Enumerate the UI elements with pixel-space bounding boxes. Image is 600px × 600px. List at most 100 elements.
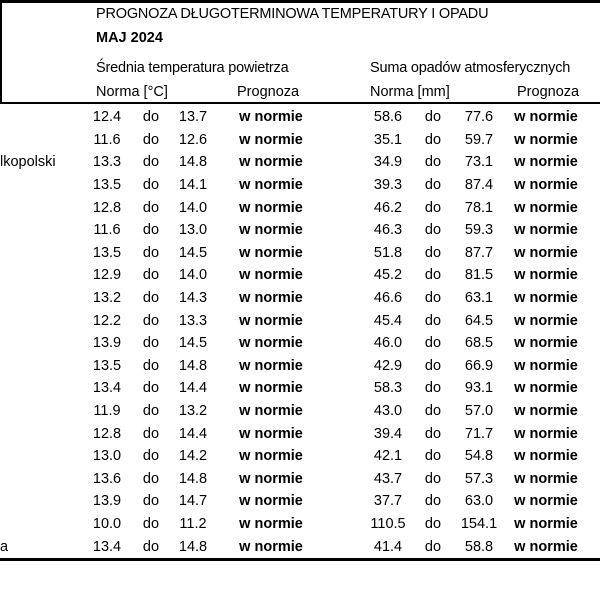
precip-norm-high-value: 68.5	[464, 334, 494, 351]
precip-range-word: do	[424, 402, 442, 419]
table-row: lkopolski 13.3 do 14.8 w normie 34.9 do …	[0, 151, 600, 174]
precip-range-word: do	[424, 222, 442, 239]
temp-forecast-value: w normie	[239, 425, 303, 442]
temp-range-word: do	[142, 109, 160, 126]
precip-norm-high-value: 81.5	[464, 267, 494, 284]
table-row: 13.9 do 14.5 w normie 46.0 do 68.5 w nor…	[0, 332, 600, 355]
precip-range-word: do	[424, 380, 442, 397]
table-row: 12.8 do 14.4 w normie 39.4 do 71.7 w nor…	[0, 422, 600, 445]
precip-norm-high-value: 57.3	[464, 470, 494, 487]
precip-forecast-value: w normie	[514, 357, 578, 374]
temp-range-word: do	[142, 402, 160, 419]
temp-norm-high-value: 13.7	[178, 109, 208, 126]
precip-range-word: do	[424, 334, 442, 351]
temp-norm-low-value: 13.2	[92, 289, 122, 306]
temp-range-word: do	[142, 447, 160, 464]
precip-norm-low-value: 41.4	[373, 538, 403, 555]
temp-norm-low-value: 13.3	[92, 154, 122, 171]
precip-range-word: do	[424, 199, 442, 216]
precip-norm-high-value: 71.7	[464, 425, 494, 442]
precip-norm-low-value: 34.9	[373, 154, 403, 171]
precip-norm-low-value: 46.3	[373, 222, 403, 239]
precip-range-word: do	[424, 357, 442, 374]
precip-range-word: do	[424, 312, 442, 329]
table-row: 13.5 do 14.8 w normie 42.9 do 66.9 w nor…	[0, 355, 600, 378]
temp-range-word: do	[142, 289, 160, 306]
temp-norm-low-value: 12.8	[92, 425, 122, 442]
precip-forecast-value: w normie	[514, 470, 578, 487]
precip-range-word: do	[424, 131, 442, 148]
temp-range-word: do	[142, 538, 160, 555]
precip-forecast-value: w normie	[514, 244, 578, 261]
temp-range-word: do	[142, 267, 160, 284]
precip-norm-low-value: 58.3	[373, 380, 403, 397]
temp-range-word: do	[142, 425, 160, 442]
temp-norm-high-value: 14.1	[178, 176, 208, 193]
precip-range-word: do	[424, 154, 442, 171]
table-row: 13.5 do 14.5 w normie 51.8 do 87.7 w nor…	[0, 242, 600, 265]
temp-norm-low-value: 13.6	[92, 470, 122, 487]
precip-norm-low-value: 39.4	[373, 425, 403, 442]
temp-norm-high-value: 14.0	[178, 267, 208, 284]
precip-norm-low-value: 58.6	[373, 109, 403, 126]
temp-norm-high-value: 13.3	[178, 312, 208, 329]
temp-norm-low-value: 11.9	[93, 402, 121, 419]
temp-norm-low-value: 13.4	[92, 380, 122, 397]
temp-norm-high-value: 13.2	[178, 402, 208, 419]
table-row: 13.4 do 14.4 w normie 58.3 do 93.1 w nor…	[0, 377, 600, 400]
precip-norm-high-value: 64.5	[464, 312, 494, 329]
precip-norm-low-value: 51.8	[373, 244, 403, 261]
precip-norm-high-value: 93.1	[464, 380, 494, 397]
precip-forecast-value: w normie	[514, 289, 578, 306]
temp-forecast-value: w normie	[239, 154, 303, 171]
table-row: 12.9 do 14.0 w normie 45.2 do 81.5 w nor…	[0, 264, 600, 287]
precip-range-word: do	[424, 289, 442, 306]
precip-range-word: do	[424, 176, 442, 193]
table-row: 10.0 do 11.2 w normie 110.5 do 154.1 w n…	[0, 513, 600, 536]
temp-norm-high-value: 14.8	[178, 357, 208, 374]
temp-forecast-value: w normie	[239, 267, 303, 284]
precip-norm-low-value: 37.7	[373, 493, 403, 510]
precip-forecast-value: w normie	[514, 154, 578, 171]
precip-norm-high-value: 154.1	[460, 515, 498, 532]
table-row: 11.6 do 13.0 w normie 46.3 do 59.3 w nor…	[0, 219, 600, 242]
precip-forecast-value: w normie	[514, 267, 578, 284]
temp-range-word: do	[142, 154, 160, 171]
temp-range-word: do	[142, 493, 160, 510]
precip-forecast-value: w normie	[514, 131, 578, 148]
precip-forecast-value: w normie	[514, 312, 578, 329]
precip-norm-high-value: 87.4	[464, 176, 494, 193]
precip-norm-high-value: 57.0	[464, 402, 494, 419]
temp-norm-high-value: 14.8	[178, 538, 208, 555]
precip-range-word: do	[424, 470, 442, 487]
precip-range-word: do	[424, 493, 442, 510]
temp-range-word: do	[142, 131, 160, 148]
precip-norm-low-value: 42.1	[373, 447, 403, 464]
precip-norm-high-value: 63.0	[464, 493, 494, 510]
precip-range-word: do	[424, 109, 442, 126]
precip-norm-low-value: 43.7	[373, 470, 403, 487]
precip-norm-high-value: 59.3	[464, 222, 494, 239]
temp-norm-low-value: 11.6	[93, 131, 121, 148]
left-border-line	[0, 0, 2, 104]
column-header-temp-norm: Norma [°C]	[96, 84, 168, 100]
temp-forecast-value: w normie	[239, 176, 303, 193]
precip-forecast-value: w normie	[514, 425, 578, 442]
precip-norm-low-value: 39.3	[373, 176, 403, 193]
temp-norm-high-value: 14.5	[178, 334, 208, 351]
precip-norm-low-value: 45.2	[373, 267, 403, 284]
temp-forecast-value: w normie	[239, 131, 303, 148]
temp-norm-high-value: 14.3	[178, 289, 208, 306]
precip-norm-high-value: 58.8	[464, 538, 494, 555]
precip-norm-low-value: 46.2	[373, 199, 403, 216]
temp-norm-low-value: 13.5	[92, 176, 122, 193]
temp-norm-high-value: 14.2	[178, 447, 208, 464]
temp-forecast-value: w normie	[239, 493, 303, 510]
temp-forecast-value: w normie	[239, 380, 303, 397]
temp-range-word: do	[142, 515, 160, 532]
precip-forecast-value: w normie	[514, 176, 578, 193]
precip-norm-high-value: 77.6	[464, 109, 494, 126]
page-title: PROGNOZA DŁUGOTERMINOWA TEMPERATURY I OP…	[96, 6, 489, 22]
temp-forecast-value: w normie	[239, 244, 303, 261]
